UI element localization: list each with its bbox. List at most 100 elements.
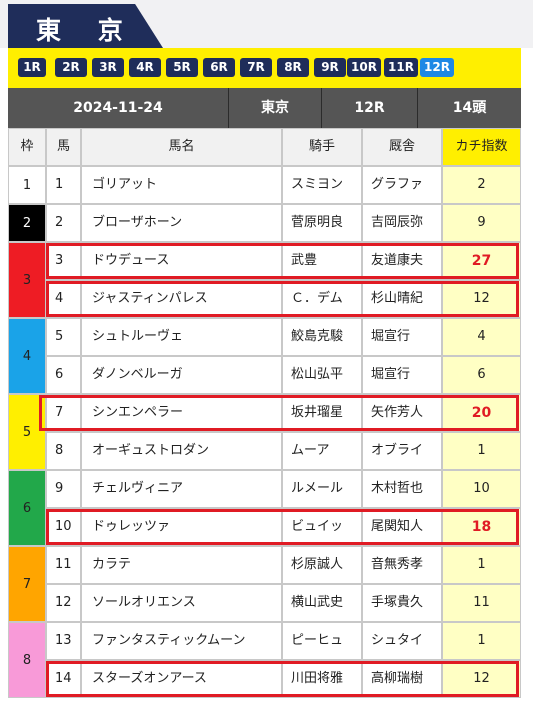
cell-name: ダノンベルーガ <box>81 356 282 394</box>
cell-index: 6 <box>442 356 521 394</box>
cell-jockey: 武豊 <box>282 242 362 280</box>
cell-trainer: 堀宣行 <box>362 318 442 356</box>
race-button-10r[interactable]: 10R <box>347 58 381 77</box>
cell-umaban: 4 <box>46 280 81 318</box>
header-trainer: 厩舎 <box>362 128 442 166</box>
cell-umaban: 14 <box>46 660 81 698</box>
cell-index: 9 <box>442 204 521 242</box>
cell-umaban: 1 <box>46 166 81 204</box>
cell-trainer: 木村哲也 <box>362 470 442 508</box>
cell-name: スターズオンアース <box>81 660 282 698</box>
cell-umaban: 8 <box>46 432 81 470</box>
header-index: カチ指数 <box>442 128 521 166</box>
cell-index: 4 <box>442 318 521 356</box>
cell-trainer: 友道康夫 <box>362 242 442 280</box>
cell-jockey: Ｃ．デム <box>282 280 362 318</box>
cell-name: チェルヴィニア <box>81 470 282 508</box>
cell-trainer: 尾関知人 <box>362 508 442 546</box>
race-button-6r[interactable]: 6R <box>203 58 235 77</box>
cell-name: シンエンペラー <box>81 394 282 432</box>
cell-index: 2 <box>442 166 521 204</box>
cell-name: ブローザホーン <box>81 204 282 242</box>
cell-jockey: 坂井瑠星 <box>282 394 362 432</box>
cell-index: 1 <box>442 432 521 470</box>
cell-jockey: 横山武史 <box>282 584 362 622</box>
cell-index: 11 <box>442 584 521 622</box>
cell-trainer: 手塚貴久 <box>362 584 442 622</box>
race-button-1r[interactable]: 1R <box>18 58 46 77</box>
cell-trainer: 音無秀孝 <box>362 546 442 584</box>
race-info-bar: 2024-11-24 東京 12R 14頭 <box>8 88 521 128</box>
cell-index: 18 <box>442 508 521 546</box>
race-button-8r[interactable]: 8R <box>277 58 309 77</box>
runner-count: 14頭 <box>452 100 487 116</box>
race-button-4r[interactable]: 4R <box>129 58 161 77</box>
cell-index: 20 <box>442 394 521 432</box>
race-button-2r[interactable]: 2R <box>55 58 87 77</box>
cell-umaban: 10 <box>46 508 81 546</box>
cell-umaban: 2 <box>46 204 81 242</box>
cell-umaban: 13 <box>46 622 81 660</box>
cell-jockey: ムーア <box>282 432 362 470</box>
cell-umaban: 12 <box>46 584 81 622</box>
cell-jockey: 松山弘平 <box>282 356 362 394</box>
cell-index: 27 <box>442 242 521 280</box>
venue-title: 東 京 <box>36 16 137 45</box>
cell-trainer: 杉山晴紀 <box>362 280 442 318</box>
cell-name: ソールオリエンス <box>81 584 282 622</box>
cell-umaban: 7 <box>46 394 81 432</box>
cell-jockey: 菅原明良 <box>282 204 362 242</box>
info-divider <box>228 88 229 128</box>
cell-name: オーギュストロダン <box>81 432 282 470</box>
cell-trainer: 矢作芳人 <box>362 394 442 432</box>
cell-index: 12 <box>442 280 521 318</box>
cell-index: 12 <box>442 660 521 698</box>
cell-name: シュトルーヴェ <box>81 318 282 356</box>
cell-name: カラテ <box>81 546 282 584</box>
cell-jockey: ルメール <box>282 470 362 508</box>
cell-umaban: 11 <box>46 546 81 584</box>
cell-trainer: 吉岡辰弥 <box>362 204 442 242</box>
venue-title-box: 東 京 <box>8 4 163 48</box>
waku-cell-4: 4 <box>8 318 46 394</box>
page-header: 東 京 <box>0 0 533 48</box>
race-button-9r[interactable]: 9R <box>314 58 346 77</box>
waku-cell-5: 5 <box>8 394 46 470</box>
cell-jockey: ピーヒュ <box>282 622 362 660</box>
waku-cell-2: 2 <box>8 204 46 242</box>
waku-cell-8: 8 <box>8 622 46 698</box>
cell-index: 1 <box>442 622 521 660</box>
cell-index: 1 <box>442 546 521 584</box>
cell-name: ファンタスティックムーン <box>81 622 282 660</box>
race-button-12r[interactable]: 12R <box>420 58 454 77</box>
race-button-11r[interactable]: 11R <box>384 58 418 77</box>
waku-cell-6: 6 <box>8 470 46 546</box>
cell-name: ジャスティンパレス <box>81 280 282 318</box>
cell-trainer: シュタイ <box>362 622 442 660</box>
waku-cell-1: 1 <box>8 166 46 204</box>
cell-name: ドゥレッツァ <box>81 508 282 546</box>
cell-name: ゴリアット <box>81 166 282 204</box>
race-number: 12R <box>354 100 385 116</box>
cell-trainer: オブライ <box>362 432 442 470</box>
cell-jockey: スミヨン <box>282 166 362 204</box>
race-button-3r[interactable]: 3R <box>92 58 124 77</box>
race-button-7r[interactable]: 7R <box>240 58 272 77</box>
cell-jockey: 川田将雅 <box>282 660 362 698</box>
race-selector-bar: 1R 2R 3R 4R 5R 6R 7R 8R 9R 10R 11R 12R <box>8 48 521 88</box>
cell-umaban: 5 <box>46 318 81 356</box>
cell-jockey: ビュイッ <box>282 508 362 546</box>
header-jockey: 騎手 <box>282 128 362 166</box>
cell-trainer: 高柳瑞樹 <box>362 660 442 698</box>
cell-jockey: 鮫島克駿 <box>282 318 362 356</box>
cell-umaban: 9 <box>46 470 81 508</box>
header-waku: 枠 <box>8 128 46 166</box>
race-venue: 東京 <box>261 100 289 116</box>
cell-index: 10 <box>442 470 521 508</box>
race-button-5r[interactable]: 5R <box>166 58 198 77</box>
info-divider <box>417 88 418 128</box>
cell-umaban: 3 <box>46 242 81 280</box>
cell-jockey: 杉原誠人 <box>282 546 362 584</box>
header-name: 馬名 <box>81 128 282 166</box>
waku-cell-7: 7 <box>8 546 46 622</box>
